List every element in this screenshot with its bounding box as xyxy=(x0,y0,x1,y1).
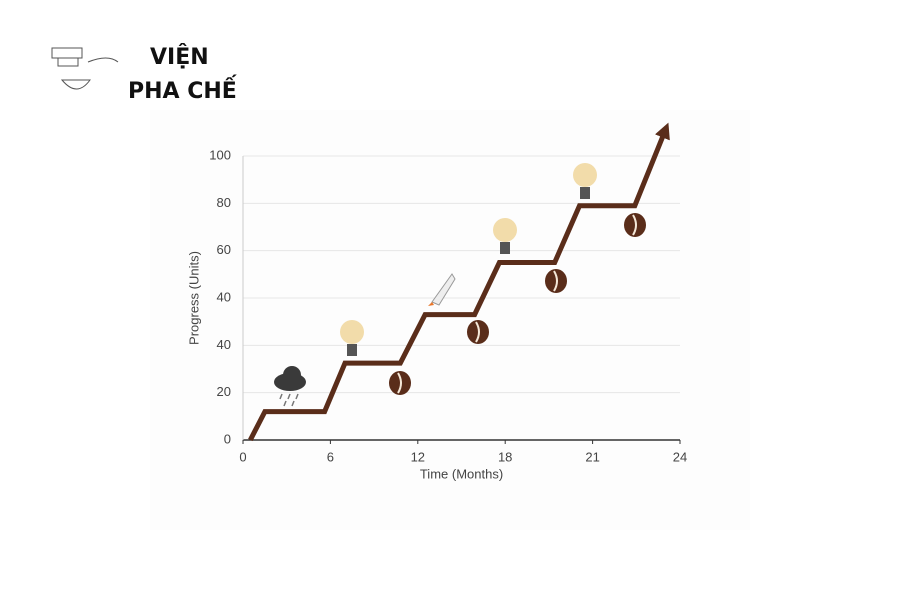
y-tick-label: 40 xyxy=(217,289,231,304)
brand-line2: PHA CHẾ xyxy=(128,75,238,104)
logo-icon xyxy=(51,47,119,90)
y-tick-label: 0 xyxy=(224,431,231,446)
rain-cloud xyxy=(274,366,306,407)
icons xyxy=(274,163,646,407)
y-tick-label: 100 xyxy=(209,147,231,162)
bulb xyxy=(493,218,517,254)
rocket xyxy=(428,273,456,306)
x-tick-label: 24 xyxy=(673,449,687,464)
chart-card xyxy=(150,110,750,530)
x-axis-title: Time (Months) xyxy=(420,466,503,481)
x-tick-label: 0 xyxy=(239,449,246,464)
x-tick-label: 21 xyxy=(585,449,599,464)
brand-line1: VIỆN xyxy=(150,43,209,70)
plot: 0 20 40 40 60 80 100 0 6 12 18 21 24 Time (Months) Pro… xyxy=(186,122,687,481)
bulb xyxy=(573,163,597,199)
y-tick-label: 40 xyxy=(217,337,231,352)
x-tick-label: 6 xyxy=(327,449,334,464)
y-tick-label: 20 xyxy=(217,384,231,399)
x-tick-label: 12 xyxy=(411,449,425,464)
progress-line xyxy=(248,122,670,442)
bulb xyxy=(340,320,364,356)
y-tick-label: 60 xyxy=(217,242,231,257)
y-axis-title: Progress (Units) xyxy=(186,251,201,345)
y-tick-label: 80 xyxy=(217,195,231,210)
x-tick-label: 18 xyxy=(498,449,512,464)
